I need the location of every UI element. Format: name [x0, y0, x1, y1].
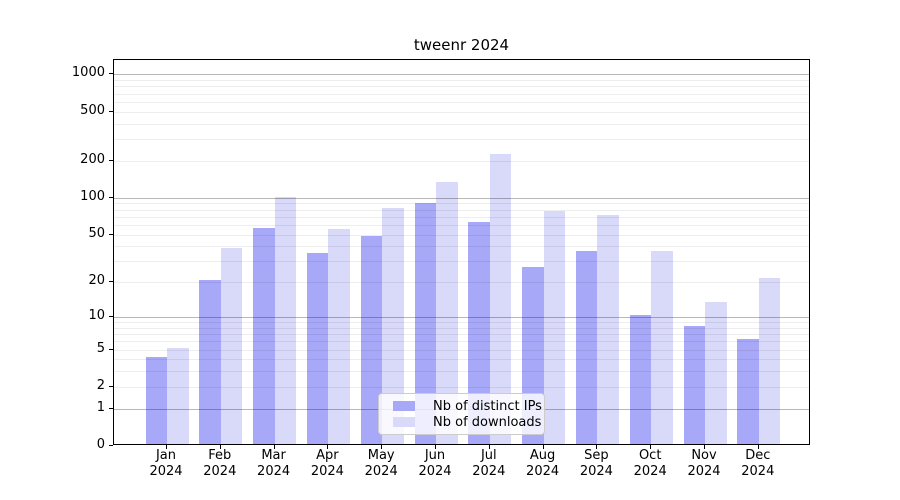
chart-title: tweenr 2024 — [413, 36, 510, 54]
y-tick-label-500: 500 — [80, 102, 105, 118]
x-tick-mark-sep — [596, 445, 598, 449]
y-tick-label-50: 50 — [88, 225, 105, 241]
x-tick-mark-may — [381, 445, 383, 449]
legend-item-downloads: Nb of downloads — [385, 414, 542, 430]
legend: Nb of distinct IPs Nb of downloads — [378, 393, 545, 435]
x-tick-label-sep: Sep 2024 — [579, 448, 613, 479]
bar-ips-jul — [468, 222, 490, 444]
x-tick-label-may: May 2024 — [364, 448, 398, 479]
bar-downloads-mar — [274, 197, 297, 444]
bar-downloads-oct — [651, 251, 673, 444]
bar-ips-oct — [629, 315, 652, 444]
y-tick-label-1000: 1000 — [71, 65, 105, 81]
x-tick-label-dec: Dec 2024 — [741, 448, 775, 479]
y-tick-mark-100 — [109, 196, 113, 198]
y-tick-mark-200 — [109, 159, 113, 161]
legend-swatch-distinct-ips — [393, 401, 415, 411]
legend-label-downloads: Nb of downloads — [433, 414, 542, 430]
x-tick-label-jun: Jun 2024 — [418, 448, 452, 479]
x-tick-mark-aug — [542, 445, 544, 449]
bar-downloads-dec — [758, 277, 781, 444]
bar-downloads-jun — [436, 181, 458, 444]
y-tick-mark-10 — [109, 316, 113, 317]
x-tick-mark-dec — [757, 445, 759, 449]
y-tick-label-100: 100 — [80, 188, 105, 204]
bar-downloads-feb — [220, 248, 243, 444]
y-tick-mark-50 — [109, 233, 113, 235]
bar-ips-may — [360, 235, 383, 444]
y-tick-label-2: 2 — [96, 377, 105, 393]
x-tick-mark-jan — [166, 445, 167, 449]
bar-downloads-jul — [489, 153, 512, 444]
legend-swatch-downloads — [393, 417, 415, 427]
x-tick-mark-apr — [327, 445, 329, 449]
y-tick-mark-1 — [109, 407, 113, 409]
x-tick-mark-nov — [704, 445, 705, 449]
legend-item-distinct-ips: Nb of distinct IPs — [385, 398, 542, 414]
bar-ips-mar — [253, 228, 275, 444]
y-tick-label-5: 5 — [96, 340, 105, 356]
bar-ips-dec — [737, 339, 759, 444]
x-tick-mark-oct — [650, 445, 652, 449]
bar-downloads-nov — [705, 302, 727, 444]
y-tick-label-200: 200 — [80, 151, 105, 167]
x-tick-label-mar: Mar 2024 — [257, 448, 291, 479]
y-tick-mark-5 — [109, 348, 113, 350]
bar-ips-sep — [575, 251, 598, 444]
y-tick-label-10: 10 — [88, 308, 105, 323]
x-tick-mark-feb — [219, 445, 221, 449]
y-tick-label-1: 1 — [96, 399, 105, 415]
y-tick-mark-500 — [109, 110, 113, 112]
x-tick-label-aug: Aug 2024 — [526, 448, 560, 479]
x-tick-mark-jun — [435, 445, 436, 449]
y-tick-label-20: 20 — [88, 273, 105, 289]
y-tick-mark-20 — [109, 281, 113, 283]
x-tick-label-jan: Jan 2024 — [149, 448, 183, 479]
bar-downloads-sep — [597, 214, 619, 444]
bar-ips-jan — [145, 357, 167, 444]
x-tick-label-apr: Apr 2024 — [310, 448, 344, 479]
x-tick-label-jul: Jul 2024 — [472, 448, 506, 479]
y-tick-label-0: 0 — [96, 437, 105, 452]
y-tick-mark-2 — [109, 385, 113, 387]
x-tick-label-nov: Nov 2024 — [687, 448, 721, 479]
x-tick-label-feb: Feb 2024 — [203, 448, 237, 479]
x-tick-mark-mar — [273, 445, 275, 449]
y-tick-mark-0 — [109, 445, 113, 446]
bar-downloads-aug — [543, 211, 566, 444]
bar-downloads-may — [382, 207, 404, 444]
x-tick-mark-jul — [488, 445, 490, 449]
bar-downloads-jan — [167, 347, 189, 444]
bar-ips-apr — [306, 252, 329, 444]
bar-ips-nov — [683, 325, 705, 444]
bar-ips-jun — [414, 202, 436, 444]
bar-downloads-apr — [328, 229, 350, 444]
bar-ips-feb — [199, 280, 221, 444]
bars-layer — [114, 60, 809, 444]
y-tick-mark-1000 — [109, 73, 113, 75]
plot-area: Nb of distinct IPs Nb of downloads — [113, 59, 810, 445]
x-tick-label-oct: Oct 2024 — [633, 448, 667, 479]
legend-label-distinct-ips: Nb of distinct IPs — [433, 398, 542, 414]
